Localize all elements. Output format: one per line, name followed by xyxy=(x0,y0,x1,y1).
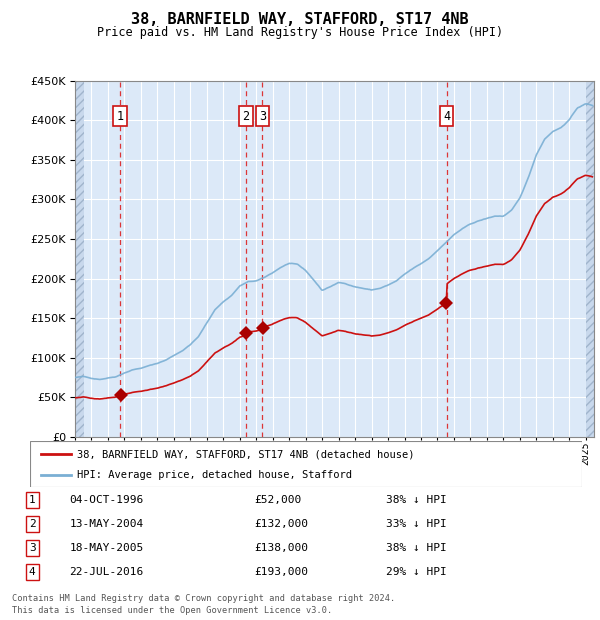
Text: 22-JUL-2016: 22-JUL-2016 xyxy=(70,567,144,577)
Text: 1: 1 xyxy=(29,495,35,505)
Text: £132,000: £132,000 xyxy=(254,520,308,529)
Text: 38% ↓ HPI: 38% ↓ HPI xyxy=(386,543,447,553)
FancyBboxPatch shape xyxy=(30,441,582,487)
Text: HPI: Average price, detached house, Stafford: HPI: Average price, detached house, Staf… xyxy=(77,471,352,480)
Text: 38, BARNFIELD WAY, STAFFORD, ST17 4NB (detached house): 38, BARNFIELD WAY, STAFFORD, ST17 4NB (d… xyxy=(77,449,415,459)
Text: 38% ↓ HPI: 38% ↓ HPI xyxy=(386,495,447,505)
Text: This data is licensed under the Open Government Licence v3.0.: This data is licensed under the Open Gov… xyxy=(12,606,332,616)
Text: 29% ↓ HPI: 29% ↓ HPI xyxy=(386,567,447,577)
Bar xyxy=(75,81,84,437)
Text: 18-MAY-2005: 18-MAY-2005 xyxy=(70,543,144,553)
Text: 33% ↓ HPI: 33% ↓ HPI xyxy=(386,520,447,529)
Text: £52,000: £52,000 xyxy=(254,495,301,505)
Text: 3: 3 xyxy=(259,110,266,123)
Text: 2: 2 xyxy=(242,110,250,123)
Text: 04-OCT-1996: 04-OCT-1996 xyxy=(70,495,144,505)
Text: £138,000: £138,000 xyxy=(254,543,308,553)
Text: 2: 2 xyxy=(29,520,35,529)
Text: 4: 4 xyxy=(29,567,35,577)
Text: 1: 1 xyxy=(117,110,124,123)
Text: 38, BARNFIELD WAY, STAFFORD, ST17 4NB: 38, BARNFIELD WAY, STAFFORD, ST17 4NB xyxy=(131,12,469,27)
Text: 4: 4 xyxy=(443,110,450,123)
Text: 3: 3 xyxy=(29,543,35,553)
Bar xyxy=(75,81,84,437)
Text: 13-MAY-2004: 13-MAY-2004 xyxy=(70,520,144,529)
Text: £193,000: £193,000 xyxy=(254,567,308,577)
Bar xyxy=(586,81,594,437)
Text: Price paid vs. HM Land Registry's House Price Index (HPI): Price paid vs. HM Land Registry's House … xyxy=(97,26,503,39)
Bar xyxy=(586,81,594,437)
Text: Contains HM Land Registry data © Crown copyright and database right 2024.: Contains HM Land Registry data © Crown c… xyxy=(12,594,395,603)
